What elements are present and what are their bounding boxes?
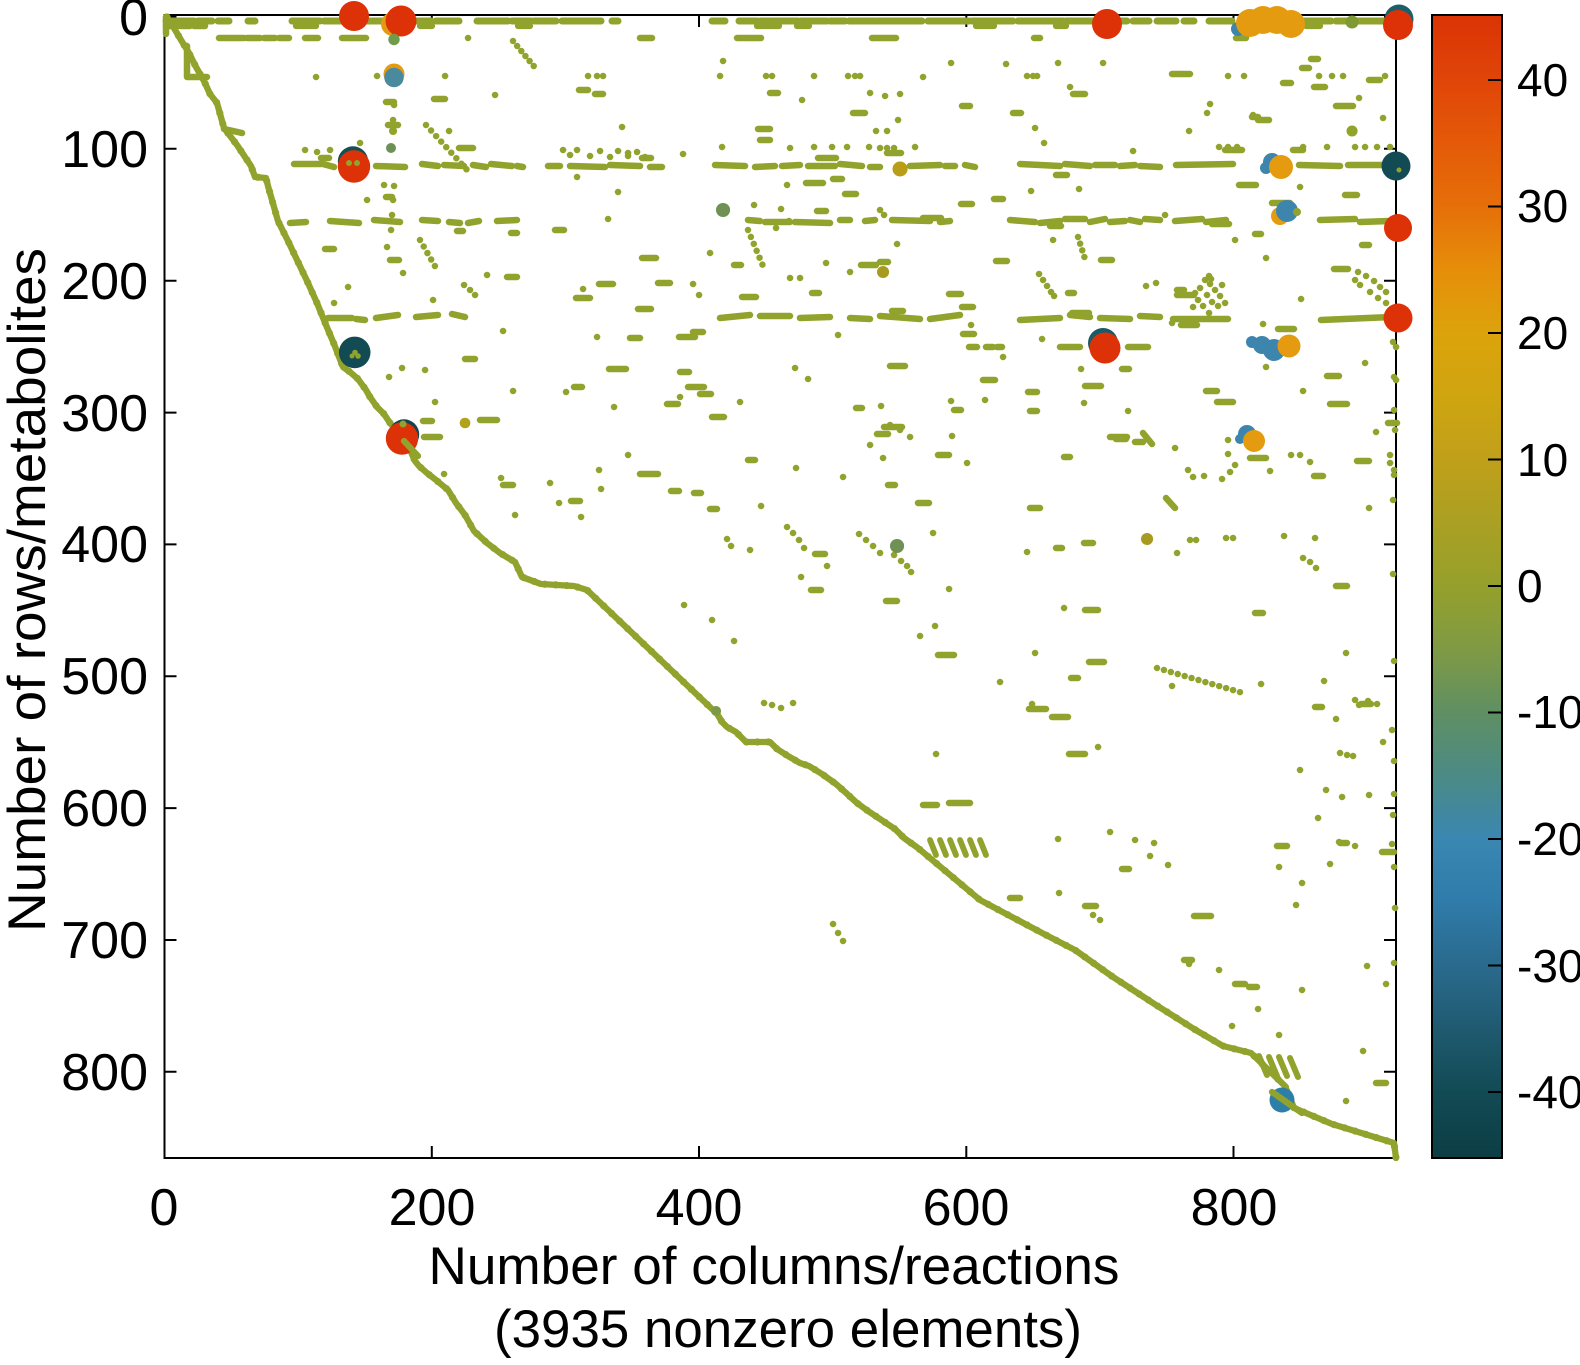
- svg-text:(3935 nonzero elements): (3935 nonzero elements): [494, 1300, 1082, 1359]
- svg-text:-30: -30: [1517, 940, 1580, 992]
- svg-text:200: 200: [389, 1179, 476, 1237]
- svg-text:500: 500: [61, 648, 148, 706]
- svg-text:100: 100: [61, 121, 148, 179]
- svg-text:800: 800: [61, 1044, 148, 1102]
- svg-text:400: 400: [61, 516, 148, 574]
- svg-text:Number of columns/reactions: Number of columns/reactions: [429, 1237, 1120, 1296]
- svg-text:-10: -10: [1517, 686, 1580, 738]
- svg-text:0: 0: [150, 1179, 179, 1237]
- svg-text:800: 800: [1191, 1179, 1278, 1237]
- svg-text:300: 300: [61, 385, 148, 443]
- svg-text:-20: -20: [1517, 813, 1580, 865]
- svg-text:40: 40: [1517, 54, 1568, 106]
- svg-text:600: 600: [923, 1179, 1010, 1237]
- svg-text:700: 700: [61, 912, 148, 970]
- svg-text:400: 400: [656, 1179, 743, 1237]
- svg-text:20: 20: [1517, 307, 1568, 359]
- svg-text:30: 30: [1517, 180, 1568, 232]
- svg-text:0: 0: [119, 0, 148, 47]
- svg-text:600: 600: [61, 780, 148, 838]
- svg-text:200: 200: [61, 253, 148, 311]
- svg-text:Number of rows/metabolites: Number of rows/metabolites: [0, 248, 57, 932]
- svg-text:0: 0: [1517, 560, 1543, 612]
- svg-text:-40: -40: [1517, 1066, 1580, 1118]
- svg-text:10: 10: [1517, 434, 1568, 486]
